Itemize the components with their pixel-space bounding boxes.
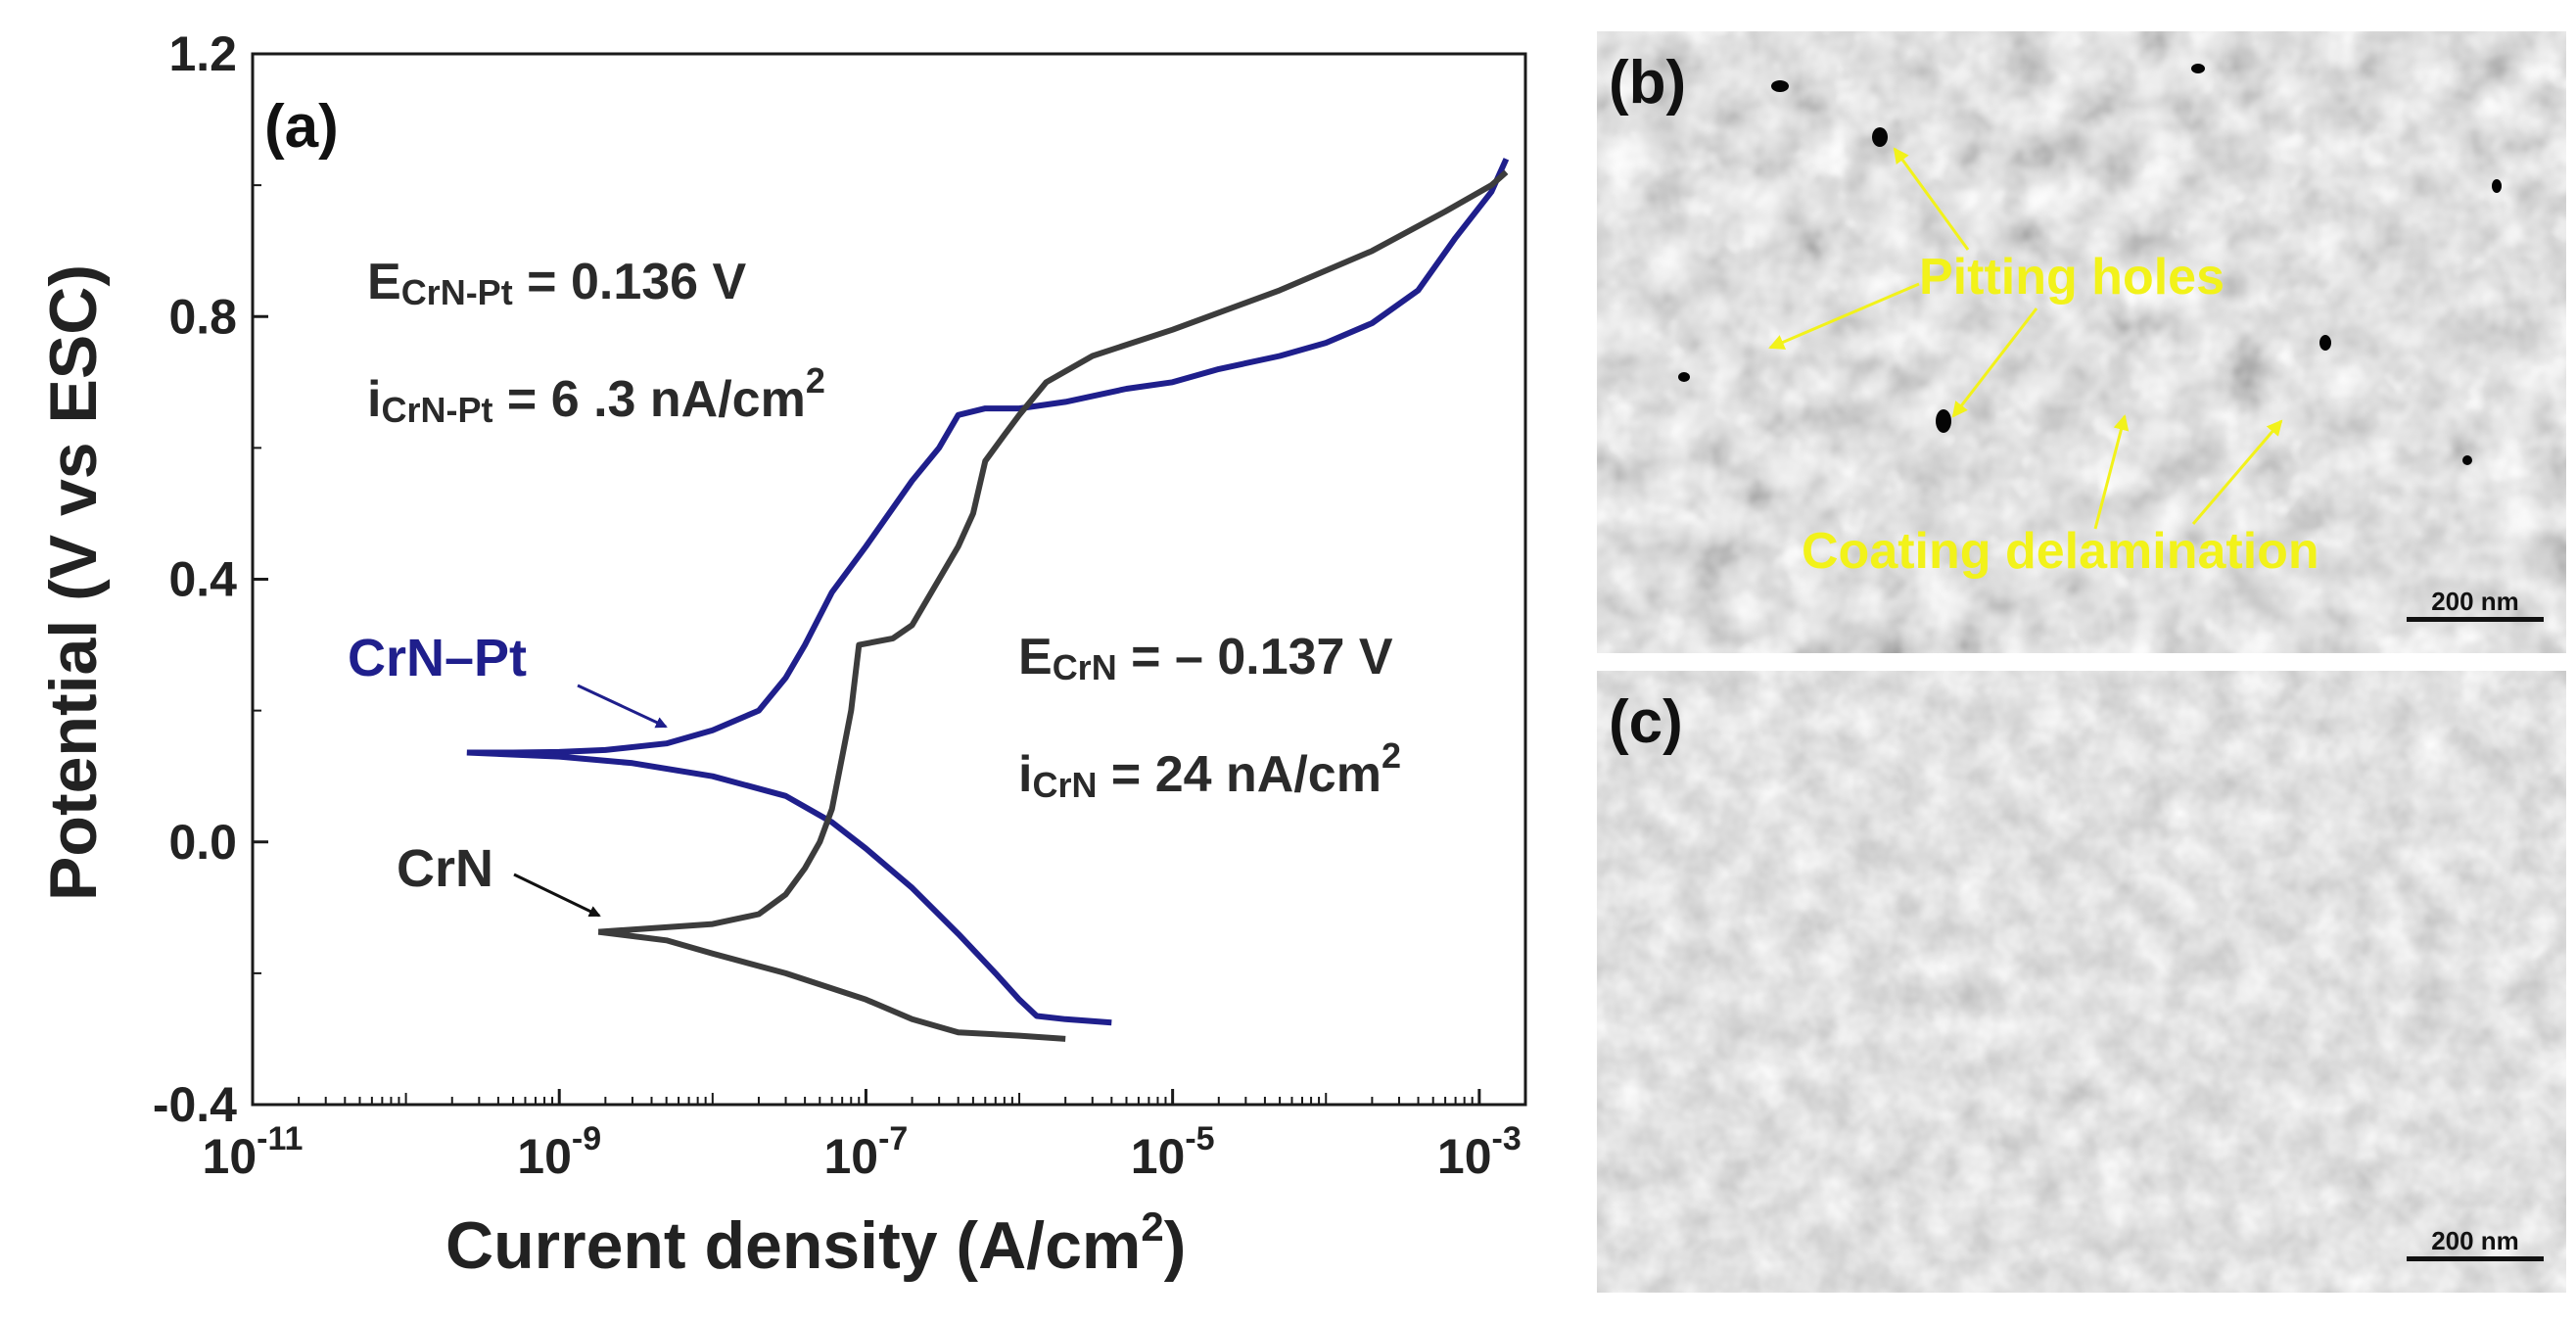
x-axis-title: Current density (A/cm2) [445, 1204, 1186, 1283]
x-tick-label: 10-3 [1437, 1120, 1522, 1184]
panel-label-a: (a) [264, 93, 339, 161]
sem-image-b: (b) Pitting holes Coating delamination 2… [1597, 31, 2566, 653]
arrow-delamination-1 [2093, 414, 2130, 530]
series-arrow-crn [513, 873, 601, 918]
series-0-cathodic-line [466, 749, 1112, 1026]
x-tick-label: 10-5 [1131, 1120, 1215, 1184]
annotation-e-crnpt: ECrN-Pt = 0.136 V [367, 254, 747, 312]
sem-c-texture [1597, 671, 2566, 1293]
panel-label-c: (c) [1609, 688, 1683, 756]
x-tick-label: 10-7 [823, 1120, 908, 1184]
y-tick-label: 0.4 [168, 552, 237, 607]
y-tick-label: 1.2 [168, 26, 237, 81]
annotation-i-crn: iCrN = 24 nA/cm2 [1018, 735, 1401, 805]
series-1-anodic-line [597, 169, 1509, 935]
pitting-holes [1678, 64, 2502, 465]
x-tick-label: 10-11 [203, 1120, 304, 1184]
scalebar-b [2407, 617, 2544, 622]
polarization-chart: 10-11 10-9 10-7 10-5 10-3 -0.4 0.0 0.4 0.8 1.2 (… [36, 26, 1527, 1283]
annotation-e-crn: ECrN = – 0.137 V [1018, 629, 1393, 687]
series-label-crn: CrN [397, 839, 493, 898]
y-tick-label: 0.8 [168, 289, 237, 344]
arrow-pitting-1 [1893, 147, 1970, 251]
series-0-anodic-line [466, 158, 1510, 756]
label-pitting-holes: Pitting holes [1919, 249, 2225, 306]
sem-b-texture [1597, 31, 2566, 653]
label-coating-delamination: Coating delamination [1802, 523, 2319, 580]
scalebar-b-label: 200 nm [2431, 587, 2519, 616]
x-tick-label: 10-9 [517, 1120, 601, 1184]
series-1-cathodic-line [597, 928, 1066, 1042]
y-tick-label: -0.4 [153, 1077, 237, 1132]
arrow-pitting-2 [1768, 282, 1920, 350]
arrow-pitting-3 [1951, 307, 2038, 418]
y-axis-title: Potential (V vs ESC) [36, 264, 111, 901]
scalebar-c [2407, 1256, 2544, 1261]
x-axis-ticks: 10-11 10-9 10-7 10-5 10-3 [203, 1089, 1526, 1184]
y-axis-ticks: -0.4 0.0 0.4 0.8 1.2 [153, 26, 268, 1132]
series-label-crnpt: CrN–Pt [348, 629, 527, 687]
arrow-delamination-2 [2191, 419, 2283, 525]
scalebar-c-label: 200 nm [2431, 1226, 2519, 1255]
annotation-i-crnpt: iCrN-Pt = 6 .3 nA/cm2 [367, 360, 825, 430]
sem-image-c: (c) 200 nm [1597, 671, 2566, 1293]
polarization-curves [466, 158, 1510, 1042]
plot-frame [251, 52, 1527, 1107]
panel-label-b: (b) [1609, 49, 1686, 117]
y-tick-label: 0.0 [168, 815, 237, 870]
series-arrow-crnpt [577, 684, 668, 729]
